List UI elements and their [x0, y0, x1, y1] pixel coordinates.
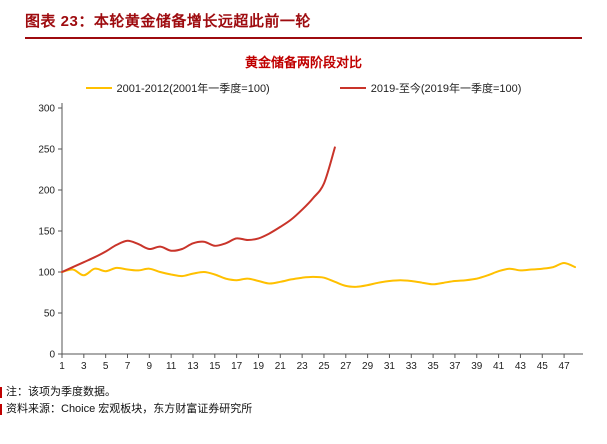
svg-text:17: 17: [231, 361, 243, 372]
report-figure-page: 图表 23：本轮黄金储备增长远超此前一轮 黄金储备两阶段对比 2001-2012…: [0, 10, 607, 418]
svg-text:3: 3: [81, 361, 87, 372]
svg-text:21: 21: [275, 361, 287, 372]
svg-text:100: 100: [38, 268, 55, 279]
left-border-mark: [0, 387, 2, 398]
left-border-mark: [0, 404, 2, 415]
svg-text:27: 27: [340, 361, 352, 372]
svg-text:47: 47: [559, 361, 571, 372]
chart-legend: 2001-2012(2001年一季度=100) 2019-至今(2019年一季度…: [0, 80, 607, 96]
svg-text:13: 13: [187, 361, 199, 372]
note-text: 注：该项为季度数据。: [6, 386, 116, 398]
legend-swatch-yellow: [85, 87, 112, 89]
svg-text:31: 31: [384, 361, 396, 372]
svg-text:33: 33: [406, 361, 418, 372]
svg-text:7: 7: [125, 361, 131, 372]
figure-header: 图表 23：本轮黄金储备增长远超此前一轮: [25, 10, 582, 39]
svg-text:37: 37: [449, 361, 461, 372]
svg-text:200: 200: [38, 186, 55, 197]
svg-text:300: 300: [38, 104, 55, 115]
figure-title: 图表 23：本轮黄金储备增长远超此前一轮: [25, 13, 311, 30]
source-text: 资料来源：Choice 宏观板块，东方财富证券研究所: [6, 403, 253, 415]
svg-text:150: 150: [38, 227, 55, 238]
svg-text:11: 11: [166, 361, 177, 372]
svg-text:250: 250: [38, 145, 55, 156]
note-line: 注：该项为季度数据。: [0, 384, 607, 401]
svg-text:5: 5: [103, 361, 109, 372]
footer-notes: 注：该项为季度数据。 资料来源：Choice 宏观板块，东方财富证券研究所: [0, 384, 607, 418]
svg-text:39: 39: [471, 361, 483, 372]
svg-text:29: 29: [362, 361, 374, 372]
legend-item-2019-now: 2019-至今(2019年一季度=100): [339, 80, 522, 96]
legend-swatch-red: [339, 87, 366, 89]
svg-text:23: 23: [297, 361, 309, 372]
svg-text:15: 15: [209, 361, 221, 372]
svg-text:0: 0: [49, 350, 55, 361]
svg-text:1: 1: [59, 361, 65, 372]
svg-text:41: 41: [493, 361, 505, 372]
svg-text:50: 50: [44, 309, 56, 320]
svg-text:43: 43: [515, 361, 527, 372]
source-line: 资料来源：Choice 宏观板块，东方财富证券研究所: [0, 401, 607, 418]
svg-text:45: 45: [537, 361, 549, 372]
legend-label: 2001-2012(2001年一季度=100): [116, 83, 270, 95]
legend-label: 2019-至今(2019年一季度=100): [370, 83, 522, 95]
svg-text:19: 19: [253, 361, 265, 372]
svg-text:9: 9: [147, 361, 153, 372]
svg-text:35: 35: [428, 361, 440, 372]
chart-title: 黄金储备两阶段对比: [244, 55, 362, 70]
svg-text:25: 25: [318, 361, 330, 372]
legend-item-2001-2012: 2001-2012(2001年一季度=100): [85, 80, 270, 96]
